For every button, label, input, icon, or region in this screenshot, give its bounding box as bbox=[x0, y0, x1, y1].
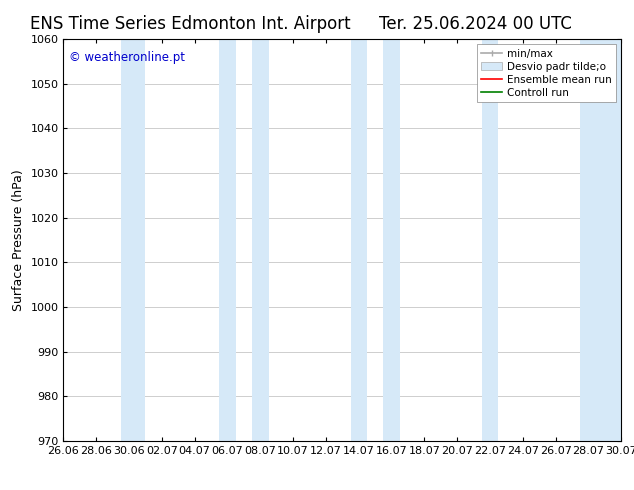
Bar bbox=[252, 39, 269, 441]
Bar bbox=[384, 39, 400, 441]
Text: © weatheronline.pt: © weatheronline.pt bbox=[69, 51, 185, 64]
Bar bbox=[351, 39, 367, 441]
Bar bbox=[121, 39, 145, 441]
Text: ENS Time Series Edmonton Int. Airport: ENS Time Series Edmonton Int. Airport bbox=[30, 15, 351, 33]
Bar bbox=[219, 39, 236, 441]
Bar bbox=[580, 39, 621, 441]
Y-axis label: Surface Pressure (hPa): Surface Pressure (hPa) bbox=[12, 169, 25, 311]
Bar bbox=[482, 39, 498, 441]
Legend: min/max, Desvio padr tilde;o, Ensemble mean run, Controll run: min/max, Desvio padr tilde;o, Ensemble m… bbox=[477, 45, 616, 102]
Text: Ter. 25.06.2024 00 UTC: Ter. 25.06.2024 00 UTC bbox=[379, 15, 572, 33]
